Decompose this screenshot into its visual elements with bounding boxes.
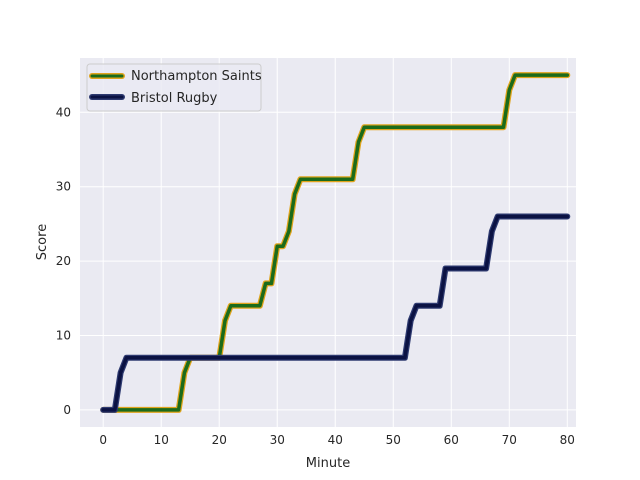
x-axis-label: Minute	[306, 456, 350, 471]
x-tick-label: 60	[444, 433, 459, 447]
y-tick-label: 40	[56, 105, 71, 119]
x-tick-label: 70	[502, 433, 517, 447]
plot-area	[80, 58, 576, 427]
series-lines	[100, 72, 571, 413]
x-tick-label: 40	[328, 433, 343, 447]
y-tick-label: 10	[56, 328, 71, 342]
series-line-bristol-rugby	[101, 214, 570, 412]
x-tick-label: 0	[99, 433, 107, 447]
x-tick-label: 50	[386, 433, 401, 447]
x-tick-label: 80	[560, 433, 575, 447]
tick-labels: 0 10 20 30 40 50 60 70 80 0 10 20 30 40	[56, 105, 575, 447]
x-tick-label: 20	[212, 433, 227, 447]
legend: Northampton Saints Bristol Rugby	[86, 63, 262, 112]
legend-box	[86, 63, 262, 112]
y-tick-label: 30	[56, 180, 71, 194]
y-tick-label: 20	[56, 254, 71, 268]
grid	[80, 58, 576, 427]
legend-label-northampton-saints: Northampton Saints	[131, 69, 262, 84]
x-tick-label: 10	[154, 433, 169, 447]
legend-label-bristol-rugby: Bristol Rugby	[131, 91, 218, 106]
x-tick-label: 30	[270, 433, 285, 447]
series-line-northampton-saints	[101, 73, 570, 412]
y-tick-label: 0	[63, 403, 71, 417]
y-axis-label: Score	[35, 224, 50, 260]
